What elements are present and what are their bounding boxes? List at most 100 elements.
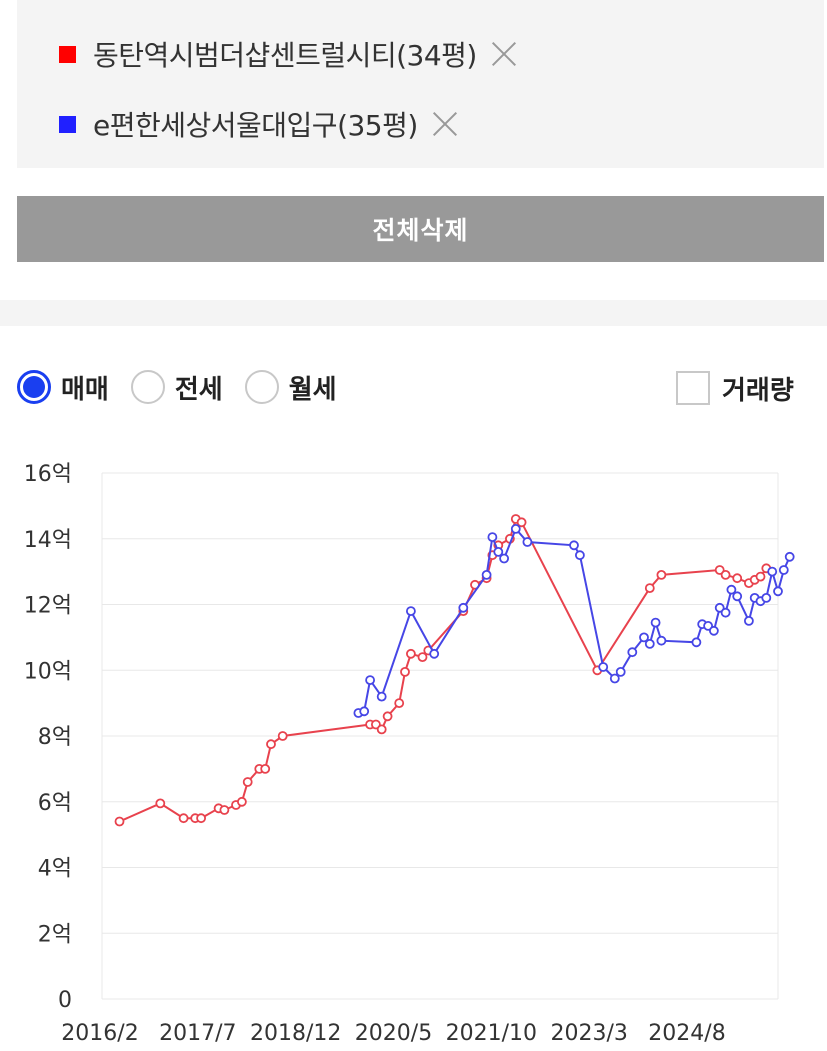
x-tick-label: 2024/8: [648, 1021, 725, 1046]
data-point[interactable]: [359, 706, 370, 717]
data-point[interactable]: [376, 724, 387, 735]
data-point[interactable]: [458, 602, 469, 613]
data-point[interactable]: [609, 673, 620, 684]
data-point[interactable]: [784, 551, 795, 562]
y-tick-label: 2억: [38, 922, 72, 947]
x-axis-ticks: 2016/2 2017/7 2018/12 2020/5 2021/10 2023/3 20…: [61, 1021, 725, 1046]
radio-circle-icon[interactable]: [244, 370, 279, 404]
data-point[interactable]: [487, 532, 498, 542]
data-point[interactable]: [773, 586, 783, 597]
data-point[interactable]: [709, 625, 719, 636]
data-point[interactable]: [778, 565, 789, 575]
series-2: [353, 524, 795, 718]
compare-list: 동탄역시범더샵센트럴시티(34평) e편한세상서울대입구(35평): [17, 0, 824, 168]
data-point[interactable]: [114, 816, 125, 827]
radio-label: 전세: [174, 374, 223, 405]
data-point[interactable]: [499, 553, 510, 564]
y-axis-ticks: 0 2억 4억 6억 8억 10억 12억 14억 16억: [24, 462, 72, 1013]
radio-circle-icon[interactable]: [130, 370, 165, 404]
data-point[interactable]: [650, 617, 661, 628]
data-point[interactable]: [656, 569, 667, 580]
data-point[interactable]: [598, 662, 609, 672]
radio-label: 매매: [61, 374, 109, 405]
data-point[interactable]: [277, 731, 288, 741]
data-point[interactable]: [767, 566, 778, 577]
compare-item-name: 동탄역시범더샵센트럴시티(34평): [93, 39, 477, 72]
y-tick-label: 16억: [24, 462, 72, 487]
volume-label: 거래량: [722, 375, 794, 406]
radio-monthly-rent[interactable]: 월세: [244, 369, 337, 406]
data-point[interactable]: [219, 805, 230, 815]
chart-series: [114, 514, 795, 827]
chart-grid: [101, 472, 779, 1000]
data-point[interactable]: [493, 547, 504, 557]
section-divider: [0, 300, 827, 326]
volume-checkbox[interactable]: 거래량: [676, 369, 794, 407]
data-point[interactable]: [400, 666, 410, 677]
data-point[interactable]: [382, 711, 393, 722]
data-point[interactable]: [720, 569, 731, 580]
data-point[interactable]: [755, 571, 766, 582]
radio-jeonse[interactable]: 전세: [130, 369, 223, 406]
y-tick-label: 6억: [38, 791, 72, 816]
delete-all-button[interactable]: 전체삭제: [17, 196, 824, 262]
y-tick-label: 12억: [24, 594, 72, 619]
data-point[interactable]: [510, 524, 521, 534]
data-point[interactable]: [732, 591, 743, 602]
data-point[interactable]: [627, 647, 638, 658]
checkbox-icon[interactable]: [676, 371, 710, 405]
data-point[interactable]: [266, 739, 276, 750]
data-point[interactable]: [522, 537, 533, 547]
x-tick-label: 2023/3: [550, 1021, 627, 1046]
data-point[interactable]: [196, 813, 207, 824]
data-point[interactable]: [761, 592, 772, 603]
data-point[interactable]: [405, 606, 416, 617]
data-point[interactable]: [691, 637, 702, 648]
data-point[interactable]: [732, 573, 743, 584]
series-color-square-icon: [59, 45, 76, 63]
x-tick-label: 2021/10: [446, 1021, 537, 1046]
close-icon[interactable]: [432, 111, 458, 137]
data-point[interactable]: [744, 615, 754, 626]
data-point[interactable]: [569, 540, 579, 551]
compare-item: 동탄역시범더샵센트럴시티(34평): [59, 34, 517, 74]
data-point[interactable]: [405, 648, 416, 659]
y-tick-label: 14억: [24, 528, 72, 553]
series-color-square-icon: [59, 115, 76, 133]
data-point[interactable]: [726, 584, 737, 595]
compare-item-name: e편한세상서울대입구(35평): [93, 109, 418, 142]
data-point[interactable]: [639, 632, 649, 643]
data-point[interactable]: [365, 675, 376, 686]
data-point[interactable]: [376, 691, 387, 702]
data-point[interactable]: [260, 763, 271, 774]
data-point[interactable]: [615, 666, 626, 677]
data-point[interactable]: [516, 517, 527, 528]
x-tick-label: 2016/2: [61, 1021, 138, 1046]
y-tick-label: 0: [58, 988, 72, 1013]
data-point[interactable]: [429, 648, 440, 659]
data-point[interactable]: [155, 798, 166, 809]
y-tick-label: 8억: [38, 725, 72, 750]
series-1: [114, 514, 772, 827]
radio-label: 월세: [288, 374, 337, 405]
data-point[interactable]: [720, 607, 731, 618]
y-tick-label: 4억: [38, 857, 72, 882]
trade-type-radio-group: 매매 전세 월세: [17, 366, 359, 408]
compare-item: e편한세상서울대입구(35평): [59, 104, 458, 144]
radio-sale[interactable]: 매매: [17, 369, 109, 406]
data-point[interactable]: [242, 777, 253, 787]
data-point[interactable]: [575, 550, 585, 561]
data-point[interactable]: [481, 569, 492, 580]
data-point[interactable]: [236, 796, 247, 807]
close-icon[interactable]: [491, 41, 517, 67]
series-line: [358, 527, 791, 714]
data-point[interactable]: [656, 635, 667, 646]
data-point[interactable]: [394, 698, 405, 709]
data-point[interactable]: [178, 813, 189, 824]
data-point[interactable]: [644, 583, 655, 594]
data-point[interactable]: [417, 652, 428, 663]
data-point[interactable]: [644, 638, 655, 649]
price-chart: 0 2억 4억 6억 8억 10억 12억 14억 16억 2016/2 2017/7 2018/1…: [24, 462, 795, 1046]
x-tick-label: 2017/7: [159, 1021, 236, 1046]
radio-circle-icon[interactable]: [17, 370, 51, 404]
